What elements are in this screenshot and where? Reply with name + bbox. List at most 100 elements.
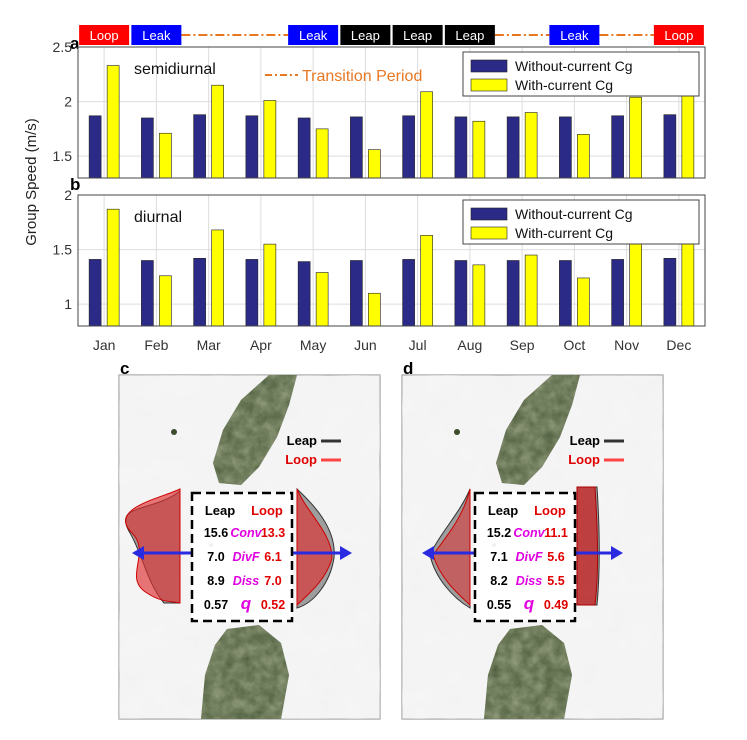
x-tick-label: Jul bbox=[409, 337, 427, 353]
bar-with-current bbox=[159, 275, 172, 327]
term-label: q bbox=[241, 594, 252, 613]
value-leap: 15.2 bbox=[487, 526, 511, 540]
panel-letter-b: b bbox=[70, 175, 80, 194]
value-leap: 0.55 bbox=[487, 598, 511, 612]
bar-with-current bbox=[629, 240, 642, 327]
y-tick-label: 1.5 bbox=[53, 148, 73, 164]
bar-with-current bbox=[524, 254, 538, 327]
panel-annotation: semidiurnal bbox=[134, 61, 216, 78]
y-tick-label: 1 bbox=[64, 296, 72, 312]
bar-with-current bbox=[524, 112, 538, 179]
y-axis-label: Group Speed (m/s) bbox=[23, 118, 40, 246]
bar-without-current bbox=[350, 116, 363, 179]
bar-with-current bbox=[472, 120, 486, 179]
bar-with-current bbox=[420, 235, 433, 327]
regime-label: Leak bbox=[560, 28, 589, 43]
term-label: Diss bbox=[233, 574, 259, 588]
panel-letter-a: a bbox=[70, 34, 80, 53]
bar-with-current bbox=[315, 128, 329, 179]
bar-with-current bbox=[211, 229, 224, 327]
legend-label: Without-current Cg bbox=[515, 58, 632, 74]
header-leap: Leap bbox=[205, 503, 235, 518]
bar-with-current bbox=[577, 277, 590, 327]
arrow-east-head bbox=[340, 546, 352, 560]
map-legend-label: Leap bbox=[287, 433, 317, 448]
panel-letter-d: d bbox=[403, 359, 413, 378]
plot-frame bbox=[77, 194, 706, 327]
bar-without-current bbox=[141, 260, 154, 327]
term-label: DivF bbox=[232, 550, 259, 564]
value-leap: 15.6 bbox=[204, 526, 228, 540]
value-leap: 8.9 bbox=[207, 574, 224, 588]
bar-with-current bbox=[263, 100, 277, 179]
bar-without-current bbox=[88, 259, 102, 327]
bar-without-current bbox=[297, 117, 311, 179]
arrow-west-head bbox=[422, 546, 434, 560]
bar-without-current bbox=[245, 259, 259, 327]
map-panel-c: Leap Loop 15.6 Conv 13.3 7.0 DivF 6.1 8.9 Diss 7.0… bbox=[118, 374, 381, 720]
x-tick-label: May bbox=[300, 337, 326, 353]
bar-without-current bbox=[402, 259, 415, 327]
islet bbox=[171, 429, 177, 435]
bar-with-current bbox=[315, 272, 329, 327]
header-loop: Loop bbox=[534, 503, 566, 518]
bar-without-current bbox=[245, 115, 259, 179]
panel-letter-c: c bbox=[120, 359, 129, 378]
value-loop: 0.49 bbox=[544, 598, 568, 612]
value-loop: 11.1 bbox=[544, 526, 568, 540]
term-label: Diss bbox=[516, 574, 542, 588]
arrow-east-head bbox=[611, 546, 623, 560]
bar-with-current bbox=[211, 84, 224, 179]
regime-label: Loop bbox=[90, 28, 119, 43]
value-loop: 7.0 bbox=[264, 574, 281, 588]
flux-right-loop bbox=[576, 486, 599, 606]
value-loop: 13.3 bbox=[261, 526, 285, 540]
regime-label: Leap bbox=[403, 28, 432, 43]
bar-without-current bbox=[402, 115, 415, 179]
legend-label: Without-current Cg bbox=[515, 206, 632, 222]
x-axis-categories: Jan Feb Mar Apr May Jun Jul Aug Sep Oct Nov Dec bbox=[93, 337, 691, 353]
bar-without-current bbox=[663, 258, 677, 327]
value-leap: 8.2 bbox=[490, 574, 507, 588]
bar-without-current bbox=[297, 261, 311, 327]
regime-label: Leap bbox=[351, 28, 380, 43]
data-box bbox=[190, 491, 294, 623]
bar-without-current bbox=[454, 116, 468, 179]
bar-without-current bbox=[611, 259, 624, 327]
term-label: Conv bbox=[513, 526, 545, 540]
x-tick-label: Jan bbox=[93, 337, 116, 353]
map-legend-label: Loop bbox=[285, 452, 317, 467]
bar-with-current bbox=[629, 96, 642, 179]
chart-semidiurnal: 1.5 2 2.5 semidiurnal Without-current Cg With… bbox=[53, 39, 706, 179]
bar-with-current bbox=[263, 243, 277, 327]
bar-without-current bbox=[88, 115, 102, 179]
header-leap: Leap bbox=[488, 503, 518, 518]
value-loop: 6.1 bbox=[264, 550, 281, 564]
regime-box bbox=[549, 25, 600, 45]
bar-without-current bbox=[559, 260, 572, 327]
bar-without-current bbox=[506, 260, 520, 327]
term-label: DivF bbox=[515, 550, 542, 564]
regime-box bbox=[131, 25, 182, 45]
bar-with-current bbox=[472, 264, 486, 327]
term-label: q bbox=[524, 594, 535, 613]
x-tick-label: Nov bbox=[614, 337, 639, 353]
x-tick-label: Jun bbox=[354, 337, 377, 353]
arrow-west-head bbox=[132, 546, 144, 560]
bar-with-current bbox=[368, 149, 381, 179]
y-tick-label: 1.5 bbox=[53, 242, 73, 258]
bar-without-current bbox=[193, 114, 206, 179]
value-loop: 5.6 bbox=[547, 550, 564, 564]
legend-label: With-current Cg bbox=[515, 225, 613, 241]
bar-with-current bbox=[106, 208, 120, 327]
bar-with-current bbox=[577, 134, 590, 179]
bar-without-current bbox=[506, 116, 520, 179]
y-tick-label: 2 bbox=[64, 187, 72, 203]
value-leap: 0.57 bbox=[204, 598, 228, 612]
panel-annotation: diurnal bbox=[134, 209, 182, 226]
map-panel-d: Leap Loop 15.2 Conv 11.1 7.1 DivF 5.6 8.2 Diss 5.5… bbox=[401, 374, 664, 720]
regime-label: Loop bbox=[664, 28, 693, 43]
bar-without-current bbox=[611, 115, 624, 179]
taiwan-terrain bbox=[496, 375, 580, 485]
